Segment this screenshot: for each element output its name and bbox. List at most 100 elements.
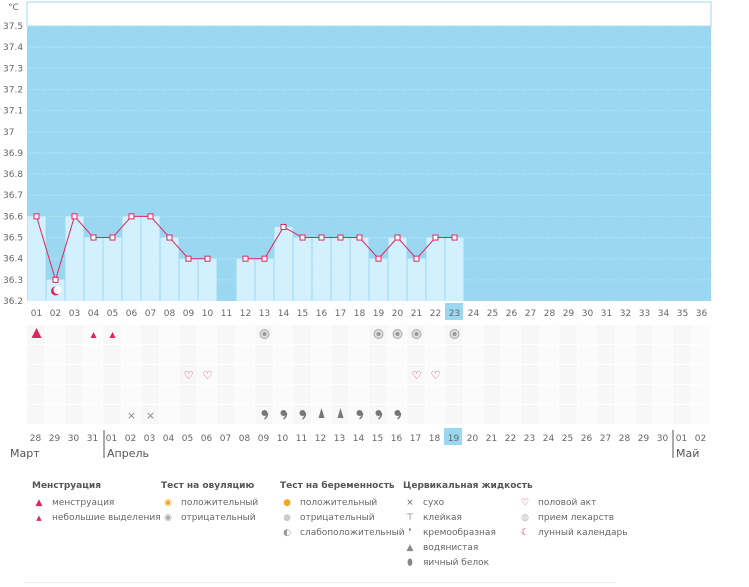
cycle-day-label: 33 — [639, 309, 650, 319]
marker-cell — [445, 345, 463, 364]
cycle-day-label: 24 — [468, 309, 480, 319]
plot-area — [26, 1, 712, 302]
marker-cell — [312, 345, 330, 364]
y-tick-label: 36.8 — [3, 170, 23, 180]
marker-cell — [84, 345, 102, 364]
cycle-day-label: 05 — [107, 309, 118, 319]
light-bleeding-icon — [109, 332, 116, 338]
calendar-date-label: 20 — [467, 434, 479, 444]
marker-cell — [122, 345, 140, 364]
calendar-date-label: 30 — [657, 434, 669, 444]
marker-cell — [578, 325, 596, 344]
marker-cell — [84, 365, 102, 384]
marker-cell — [198, 405, 216, 424]
temperature-bar — [274, 226, 293, 301]
temperature-bar — [27, 216, 46, 301]
creamy-icon — [375, 410, 382, 416]
y-tick-label: 36.4 — [3, 255, 23, 265]
calendar-date-label: 16 — [391, 434, 403, 444]
temperature-point — [147, 213, 154, 220]
temperature-point — [261, 255, 268, 262]
marker-cell — [65, 385, 83, 404]
marker-cell — [331, 345, 349, 364]
marker-cell — [312, 385, 330, 404]
cycle-day-label: 01 — [31, 309, 42, 319]
marker-cell — [293, 345, 311, 364]
marker-cell — [635, 385, 653, 404]
marker-cell — [46, 365, 64, 384]
marker-cell — [502, 405, 520, 424]
marker-cell — [84, 385, 102, 404]
marker-cell — [692, 365, 710, 384]
temperature-bar — [84, 237, 103, 301]
marker-cell — [597, 325, 615, 344]
marker-cell — [597, 385, 615, 404]
marker-cell — [141, 325, 159, 344]
marker-cell — [521, 405, 539, 424]
marker-cell — [445, 385, 463, 404]
chart-top-band — [26, 1, 712, 27]
marker-cell — [654, 385, 672, 404]
y-tick-label: 36.2 — [3, 297, 23, 307]
marker-cell — [217, 325, 235, 344]
marker-cell — [540, 405, 558, 424]
moon-icon: ☾ — [520, 528, 530, 538]
marker-cell — [388, 345, 406, 364]
calendar-date-label: 22 — [505, 434, 516, 444]
marker-cell — [255, 385, 273, 404]
calendar-date-label: 02 — [695, 434, 706, 444]
creamy-icon-tail — [378, 412, 383, 420]
temperature-point — [432, 234, 439, 241]
heart-icon: ♡ — [184, 369, 194, 382]
marker-cell — [27, 345, 45, 364]
temperature-point — [394, 234, 401, 241]
highlight-date-box — [444, 428, 462, 445]
marker-cell — [464, 405, 482, 424]
marker-cell — [331, 385, 349, 404]
marker-cell — [502, 325, 520, 344]
legend-item: отрицательный — [181, 513, 256, 523]
marker-cell — [407, 405, 425, 424]
marker-cell — [179, 405, 197, 424]
temperature-line — [245, 226, 455, 260]
temperature-point — [52, 276, 59, 283]
legend-menstruation-title: Менструация — [32, 481, 101, 491]
marker-cell — [597, 405, 615, 424]
y-tick-label: 36.3 — [3, 276, 23, 286]
legend-item: лунный календарь — [538, 528, 628, 538]
cycle-day-label: 03 — [69, 309, 80, 319]
marker-cell — [502, 385, 520, 404]
marker-cell — [312, 325, 330, 344]
marker-cell — [141, 385, 159, 404]
marker-cell — [369, 345, 387, 364]
marker-cell — [274, 345, 292, 364]
legend-item: водянистая — [423, 543, 479, 553]
cycle-day-label: 08 — [164, 309, 176, 319]
marker-cell — [236, 365, 254, 384]
creamy-icon: ❜ — [408, 528, 412, 538]
legend-item: яичный белок — [423, 558, 490, 568]
marker-cell — [350, 325, 368, 344]
legend-ovulation: Тест на овуляцию ◉ положительный ◉ отрицат… — [161, 481, 258, 526]
negative-test-icon: ● — [283, 513, 291, 523]
marker-cell — [426, 325, 444, 344]
marker-cell — [483, 345, 501, 364]
marker-cell — [388, 365, 406, 384]
temperature-point — [337, 234, 344, 241]
calendar-date-label: 17 — [410, 434, 421, 444]
unit-label: °C — [8, 3, 19, 13]
temperature-point — [299, 234, 306, 241]
calendar-date-label: 29 — [49, 434, 61, 444]
marker-cell — [274, 325, 292, 344]
negative-test-icon-core — [452, 332, 457, 336]
marker-cell — [616, 385, 634, 404]
cycle-day-label: 25 — [487, 309, 498, 319]
negative-test-icon-core — [262, 332, 267, 336]
y-tick-label: 36.6 — [3, 212, 23, 222]
cycle-day-label: 18 — [354, 309, 366, 319]
marker-cell — [407, 365, 425, 384]
plot-background — [27, 26, 711, 301]
marker-cell — [293, 325, 311, 344]
light-bleeding-icon — [90, 332, 97, 338]
marker-cell — [236, 345, 254, 364]
